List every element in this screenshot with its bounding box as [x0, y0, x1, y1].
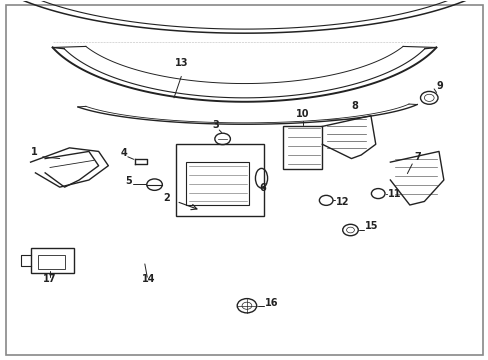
Bar — [30, 248, 74, 273]
Text: 9: 9 — [436, 81, 443, 91]
Bar — [38, 255, 64, 269]
Text: 16: 16 — [264, 298, 278, 308]
Text: 8: 8 — [351, 100, 358, 111]
Bar — [176, 144, 264, 216]
Text: 15: 15 — [365, 221, 378, 231]
Text: 14: 14 — [142, 274, 156, 284]
Text: 13: 13 — [174, 58, 188, 68]
Text: 10: 10 — [296, 109, 309, 120]
Text: 4: 4 — [120, 148, 127, 158]
Text: 11: 11 — [387, 189, 401, 199]
Text: 6: 6 — [259, 183, 266, 193]
Text: 5: 5 — [125, 176, 132, 186]
Bar — [186, 162, 249, 205]
Text: 7: 7 — [414, 152, 421, 162]
Text: 1: 1 — [30, 147, 37, 157]
Text: 3: 3 — [211, 120, 218, 130]
Text: 12: 12 — [335, 197, 349, 207]
Text: 17: 17 — [43, 274, 57, 284]
Text: 2: 2 — [163, 193, 170, 203]
Bar — [283, 126, 322, 169]
